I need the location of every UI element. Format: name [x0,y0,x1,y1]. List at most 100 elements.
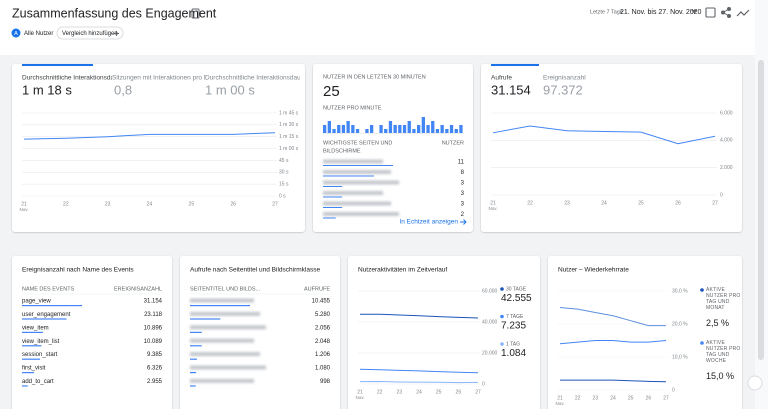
per-minute-title: NUTZER PRO MINUTE [323,105,382,111]
tab-indicator [22,64,93,66]
bar [393,125,397,133]
x-tick-label: 23 [564,200,570,206]
link-arrow[interactable] [460,219,467,225]
table-header: NAME DES EVENTS [22,286,75,292]
feedback-button[interactable] [747,375,763,391]
legend-value: 42.555 [501,293,532,304]
y-tick-label: 20,0 % [672,321,688,327]
segment-name[interactable]: Alle Nutzer [24,31,53,37]
x-tick-label: 27 [475,389,481,395]
realtime-link[interactable]: In Echtzeit anzeigen [399,219,458,226]
blurred-name [190,311,260,316]
x-tick-label: 24 [416,389,422,395]
y-tick-label: 30 s [279,170,289,176]
y-tick-label: 45 s [279,158,289,164]
row-name: page_view [22,299,51,305]
row-value: 11 [458,160,465,166]
row-value: 998 [320,379,331,385]
x-tick-label: 26 [230,201,236,207]
bar [454,129,458,133]
bar [370,125,374,133]
metric-label[interactable]: Durchschnittliche Interaktionsdauer [22,75,124,82]
row-value: 6.326 [147,366,163,372]
bar [407,121,411,133]
scroll-thumb[interactable] [758,60,764,360]
legend-dot [700,341,704,345]
card-title: Nutzer – Wiederkehrrate [558,267,629,274]
bar [323,125,327,133]
table-header: SEITENTITEL UND BILDS... [190,286,261,292]
row-bar [22,345,42,347]
x-tick-label: 21 [557,395,563,401]
x-tick-label: 26 [646,395,652,401]
compare-plus [114,31,119,36]
line-series [559,307,666,327]
blurred-name [323,159,383,164]
blurred-name [190,378,254,383]
bar [398,125,402,133]
line-series [360,313,479,319]
x-month-label: Nov. [20,207,29,212]
date-preset: Letzte 7 Tage [590,9,623,15]
x-tick-label: 24 [601,200,607,206]
bar [445,129,449,133]
row-value: 2.056 [315,325,331,331]
x-tick-label: 23 [397,389,403,395]
blurred-name [323,170,391,174]
x-tick-label: 27 [712,200,718,206]
blurred-name [323,212,399,216]
title-icon[interactable] [191,8,200,19]
bar [365,129,369,133]
bar [431,121,435,133]
row-bar [22,305,82,307]
row-name: add_to_cart [22,379,54,385]
bar [337,125,341,133]
x-tick-label: 25 [436,389,442,395]
blurred-name [190,298,254,303]
row-bar [190,305,250,307]
blurred-name [190,365,266,370]
legend-label: 7 TAGE [506,314,524,320]
row-bar [190,318,221,320]
bar [459,125,463,133]
metric-label[interactable]: Ereignisanzahl [543,75,586,82]
share-icon[interactable] [721,7,731,18]
x-month-label: Nov. [489,206,498,211]
y-tick-label: 10,0 % [672,354,688,360]
table-header: EREIGNISANZAHL [114,286,162,292]
bar [379,125,383,133]
x-tick-label: 22 [377,389,383,395]
date-dropdown[interactable] [691,10,697,13]
row-bar [22,331,43,333]
x-tick-label: 25 [638,200,644,206]
bar [426,125,430,133]
metric-label[interactable]: Durchschnittliche Interaktionsdauer pro … [205,75,342,82]
legend-label: 1 TAG [506,341,520,347]
x-tick-label: 25 [189,201,195,207]
metric-label[interactable]: Aufrufe [491,75,512,82]
edit-icon[interactable] [705,7,716,18]
row-bar [22,372,35,374]
x-tick-label: 24 [147,201,153,207]
row-bar [190,372,197,374]
row-value: 8 [461,170,465,176]
line-series [560,379,667,383]
row-bar [190,385,196,387]
metric-value: 31.154 [491,82,531,97]
date-range[interactable]: 21. Nov. bis 27. Nov. 2020 [620,9,702,16]
row-value: 1.080 [315,366,331,372]
segment-badge-bg [11,28,21,38]
insights-icon[interactable] [736,9,750,17]
row-bar [190,331,202,333]
y-tick-label: 4.000 [720,138,733,144]
card-realtime [313,64,473,232]
line-series [359,381,479,384]
compare-chip[interactable] [56,26,124,40]
legend-label: AKTIVE NUTZER PRO TAG UND MONAT [706,287,741,311]
legend-dot [700,288,704,292]
table-header: AUFRUFE [304,286,330,292]
row-name: session_start [22,352,58,358]
row-name: view_item [22,325,49,331]
metric-label[interactable]: Sitzungen mit Interaktionen pro Nutzer [112,75,224,82]
